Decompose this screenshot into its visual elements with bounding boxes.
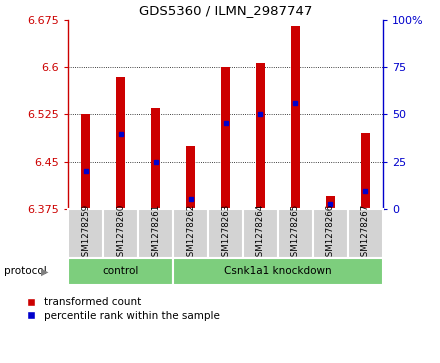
Bar	[313, 209, 348, 258]
Text: ▶: ▶	[41, 266, 48, 276]
Bar	[81, 114, 90, 209]
Bar	[103, 209, 138, 258]
Text: GSM1278266: GSM1278266	[326, 204, 335, 262]
Text: GSM1278261: GSM1278261	[151, 204, 160, 262]
Bar	[68, 209, 103, 258]
Title: GDS5360 / ILMN_2987747: GDS5360 / ILMN_2987747	[139, 4, 312, 17]
Bar	[278, 209, 313, 258]
Bar	[326, 196, 335, 209]
Text: GSM1278264: GSM1278264	[256, 204, 265, 262]
Bar	[116, 77, 125, 209]
Text: GSM1278262: GSM1278262	[186, 204, 195, 262]
Bar	[243, 209, 278, 258]
Bar	[291, 26, 300, 209]
Bar	[68, 258, 173, 285]
Bar	[361, 133, 370, 209]
Bar	[138, 209, 173, 258]
Text: GSM1278263: GSM1278263	[221, 204, 230, 262]
Text: GSM1278260: GSM1278260	[116, 204, 125, 262]
Bar	[256, 63, 265, 209]
Text: GSM1278265: GSM1278265	[291, 204, 300, 262]
Bar	[348, 209, 383, 258]
Bar	[186, 146, 195, 209]
Text: control: control	[103, 266, 139, 276]
Text: GSM1278267: GSM1278267	[361, 204, 370, 262]
Bar	[151, 108, 160, 209]
Text: GSM1278259: GSM1278259	[81, 204, 90, 262]
Bar	[173, 209, 208, 258]
Bar	[173, 258, 383, 285]
Legend: transformed count, percentile rank within the sample: transformed count, percentile rank withi…	[27, 297, 220, 321]
Text: Csnk1a1 knockdown: Csnk1a1 knockdown	[224, 266, 332, 276]
Bar	[221, 67, 230, 209]
Text: protocol: protocol	[4, 266, 47, 276]
Bar	[208, 209, 243, 258]
